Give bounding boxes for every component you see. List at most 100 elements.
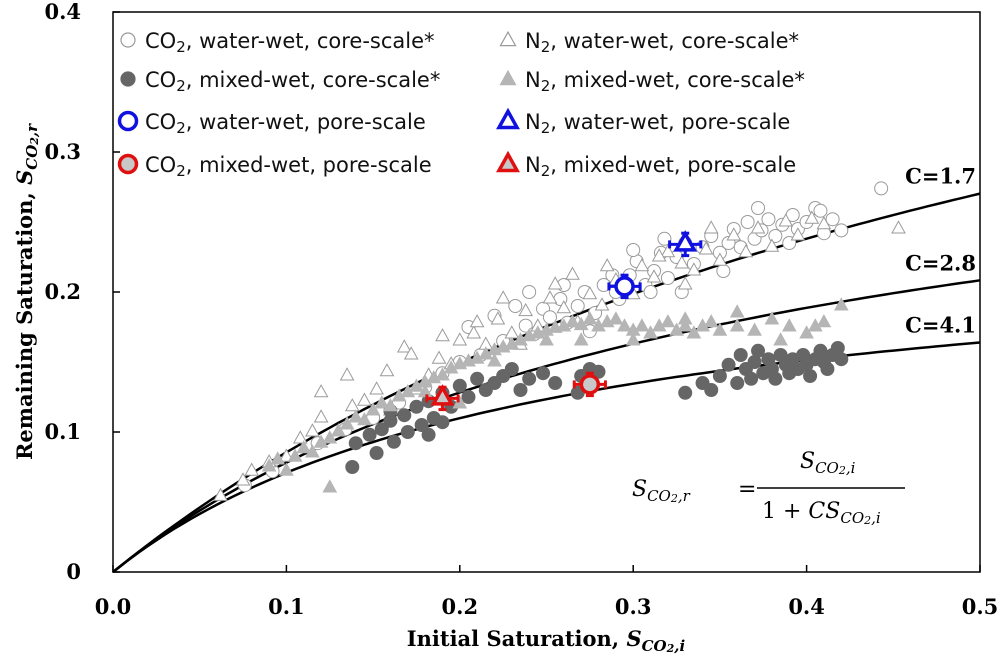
- data-point: [651, 248, 667, 262]
- y-axis-title: Remaining Saturation, SCO2,r: [12, 123, 41, 460]
- data-point: [617, 318, 632, 332]
- data-point: [461, 390, 476, 404]
- data-point: [799, 325, 814, 339]
- data-point: [646, 269, 662, 283]
- data-point: [430, 384, 455, 406]
- legend-label-subscript: 2: [176, 38, 186, 56]
- data-points: [213, 181, 906, 501]
- equation-den-c: C: [808, 499, 825, 524]
- data-point: [634, 258, 650, 272]
- data-point: [452, 395, 468, 409]
- data-point: [579, 374, 601, 395]
- data-point: [730, 376, 745, 390]
- legend-marker: [120, 71, 136, 87]
- data-point: [703, 314, 719, 328]
- equation-symbol: S: [632, 477, 647, 502]
- y-tick-label: 0.4: [44, 0, 81, 24]
- legend-label-subscript: 2: [541, 38, 551, 56]
- series: [668, 230, 703, 258]
- legend-label-description: , water-wet, pore-scale: [186, 110, 426, 134]
- data-point: [369, 381, 384, 395]
- data-point: [582, 311, 598, 325]
- series: [572, 371, 607, 398]
- data-point: [470, 371, 485, 386]
- data-point: [820, 362, 835, 376]
- data-point: [565, 314, 580, 328]
- data-point: [673, 230, 698, 252]
- curve-label: C=2.8: [905, 250, 976, 275]
- data-point: [674, 255, 690, 269]
- legend-label-species: N: [525, 110, 541, 134]
- x-axis-title: Initial Saturation, SCO2,i: [407, 626, 686, 655]
- data-point: [331, 423, 346, 437]
- data-point: [761, 212, 776, 227]
- equation-term: SCO2,i: [800, 449, 856, 477]
- legend-label: N2, water-wet, pore-scale: [525, 110, 790, 137]
- data-point: [594, 297, 610, 311]
- data-point: [504, 325, 520, 339]
- data-point: [816, 216, 832, 230]
- y-tick-label: 0.1: [44, 419, 81, 444]
- x-tick-label: 0.0: [95, 594, 132, 619]
- legend-marker: [117, 110, 139, 132]
- equation-tail: ,i: [846, 459, 856, 477]
- data-point: [292, 430, 308, 444]
- data-point: [261, 458, 277, 472]
- data-point: [344, 398, 360, 412]
- model-equation: SCO2,r =SCO2,i1 + CSCO2,i: [632, 449, 905, 527]
- xlabel-symbol-sub: CO: [642, 637, 667, 655]
- data-point: [807, 318, 823, 332]
- data-point: [279, 448, 294, 462]
- data-point: [703, 220, 719, 234]
- legend-label-species: N: [525, 29, 541, 53]
- data-point: [547, 276, 563, 290]
- data-point: [279, 462, 294, 476]
- equation-sub: CO: [647, 487, 671, 505]
- legend-label: CO2, mixed-wet, pore-scale: [145, 153, 432, 180]
- axis-titles: Initial Saturation, SCO2,i Remaining Satu…: [12, 123, 686, 655]
- legend-label-species: CO: [145, 153, 176, 177]
- legend-label-species: CO: [145, 68, 176, 92]
- legend-label: CO2, water-wet, pore-scale: [145, 110, 426, 137]
- legend-label-subscript: 2: [176, 162, 186, 180]
- data-point: [733, 348, 748, 362]
- data-point: [816, 314, 832, 328]
- data-point: [740, 215, 755, 229]
- data-point: [634, 318, 650, 332]
- equation-den-sub2: 2: [863, 514, 871, 527]
- data-point: [738, 244, 754, 258]
- data-point: [686, 262, 702, 276]
- data-point: [490, 311, 506, 325]
- equation-term: SCO2,r: [632, 477, 691, 505]
- data-point: [305, 444, 320, 458]
- legend-label: CO2, mixed-wet, core-scale*: [145, 68, 440, 95]
- data-point: [643, 325, 658, 339]
- data-point: [339, 367, 355, 381]
- data-point: [614, 276, 635, 297]
- equation-den-sub: CO: [840, 509, 864, 527]
- xlabel-symbol-sub2: 2: [666, 642, 675, 655]
- data-point: [322, 430, 338, 444]
- data-point: [287, 448, 303, 462]
- xlabel-symbol-tail: ,i: [673, 637, 685, 655]
- legend-label-species: CO: [145, 29, 176, 53]
- data-point: [431, 350, 447, 364]
- legend-label: N2, mixed-wet, core-scale*: [525, 68, 805, 95]
- data-point: [677, 276, 693, 290]
- data-point: [874, 181, 889, 196]
- legend-marker: [120, 32, 136, 48]
- data-point: [296, 440, 312, 454]
- data-point: [397, 408, 412, 423]
- data-point: [435, 367, 450, 381]
- legend-label-species: CO: [145, 110, 176, 134]
- data-point: [729, 304, 745, 318]
- data-point: [369, 446, 384, 460]
- data-point: [400, 425, 415, 439]
- data-point: [678, 385, 693, 400]
- data-point: [348, 409, 364, 423]
- legend-label-description: , water-wet, core-scale*: [186, 29, 435, 53]
- data-point: [751, 201, 766, 215]
- data-point: [625, 332, 641, 346]
- data-point: [704, 383, 719, 397]
- model-curve: [112, 279, 981, 573]
